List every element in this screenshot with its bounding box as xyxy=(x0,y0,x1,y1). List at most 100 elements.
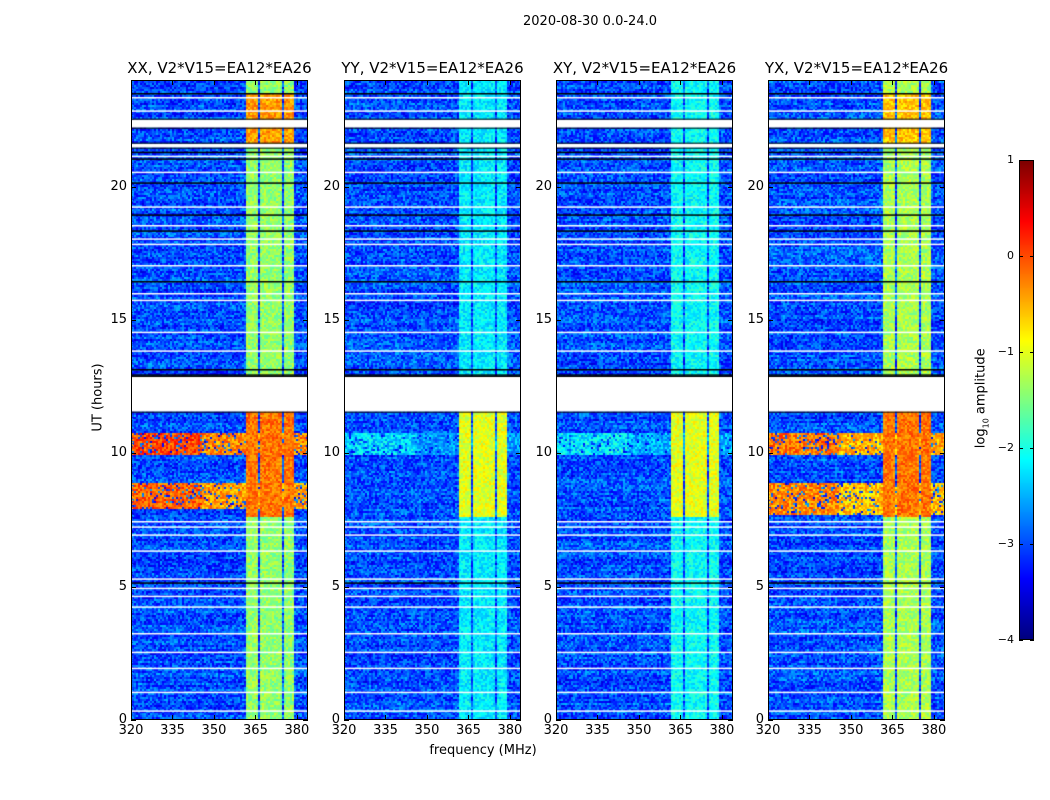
x-tick-mark xyxy=(850,715,852,720)
x-tick-label: 380 xyxy=(709,723,735,738)
y-tick-mark xyxy=(344,453,349,455)
y-tick-mark xyxy=(940,320,945,321)
y-tick-mark xyxy=(768,586,773,588)
y-tick-mark xyxy=(516,320,521,321)
x-tick-mark xyxy=(468,80,470,85)
x-tick-mark xyxy=(638,715,640,720)
colorbar-tick-label: −4 xyxy=(997,633,1014,646)
x-tick-mark xyxy=(768,80,769,85)
y-tick-mark xyxy=(344,586,349,588)
y-tick-label: 15 xyxy=(323,312,340,327)
x-tick-mark xyxy=(426,715,428,720)
y-tick-label: 0 xyxy=(755,712,764,727)
x-tick-mark xyxy=(721,715,723,720)
x-tick-label: 365 xyxy=(668,723,693,738)
y-tick-mark xyxy=(131,186,136,188)
y-tick-label: 0 xyxy=(331,712,340,727)
panel-title: YY, V2*V15=EA12*EA26 xyxy=(341,59,524,77)
y-tick-mark xyxy=(556,186,561,188)
y-tick-label: 20 xyxy=(535,178,552,194)
y-tick-label: 5 xyxy=(118,578,127,594)
y-axis-label: UT (hours) xyxy=(90,363,106,432)
x-tick-label: 350 xyxy=(201,723,227,738)
y-tick-mark xyxy=(131,720,136,721)
y-tick-mark xyxy=(940,186,945,188)
y-tick-label: 20 xyxy=(747,178,764,194)
y-tick-label: 20 xyxy=(323,178,340,194)
x-tick-mark xyxy=(426,80,428,85)
y-tick-mark xyxy=(131,586,136,588)
y-tick-mark xyxy=(556,320,561,321)
y-tick-mark xyxy=(940,453,945,455)
x-tick-mark xyxy=(468,715,470,720)
spectrogram-panel-3 xyxy=(768,80,945,720)
y-tick-label: 5 xyxy=(543,578,552,594)
x-tick-mark xyxy=(509,715,511,720)
x-tick-label: 350 xyxy=(414,723,440,738)
x-tick-mark xyxy=(344,80,345,85)
colorbar-tick-label: −3 xyxy=(997,537,1014,550)
y-tick-mark xyxy=(556,586,561,588)
colorbar-gradient xyxy=(1020,161,1033,639)
y-tick-mark xyxy=(728,453,733,455)
x-tick-mark xyxy=(131,715,132,720)
colorbar-tick-label: 0 xyxy=(1007,249,1014,262)
y-tick-mark xyxy=(516,186,521,188)
colorbar xyxy=(1019,160,1034,640)
spectrogram-image xyxy=(557,81,732,719)
x-tick-label: 365 xyxy=(456,723,481,738)
y-tick-mark xyxy=(728,586,733,588)
x-tick-mark xyxy=(296,80,298,85)
x-tick-label: 335 xyxy=(585,723,610,738)
y-tick-mark xyxy=(768,453,773,455)
x-tick-mark xyxy=(213,80,215,85)
x-tick-mark xyxy=(933,715,935,720)
x-tick-mark xyxy=(933,80,935,85)
y-tick-mark xyxy=(728,186,733,188)
colorbar-tick-mark xyxy=(1019,448,1023,449)
colorbar-tick-label: −1 xyxy=(997,345,1014,358)
y-tick-mark xyxy=(940,720,945,721)
x-tick-label: 320 xyxy=(331,723,357,738)
x-tick-mark xyxy=(809,715,811,720)
x-tick-label: 365 xyxy=(243,723,268,738)
y-tick-label: 0 xyxy=(543,712,552,727)
y-tick-label: 0 xyxy=(118,712,127,727)
y-tick-mark xyxy=(728,720,733,721)
x-tick-mark xyxy=(597,80,599,85)
colorbar-tick-mark xyxy=(1019,352,1023,353)
y-tick-label: 20 xyxy=(110,178,127,194)
x-tick-label: 320 xyxy=(755,723,781,738)
x-tick-mark xyxy=(255,80,257,85)
x-tick-mark xyxy=(509,80,511,85)
colorbar-tick-mark xyxy=(1030,544,1034,545)
x-tick-mark xyxy=(768,715,769,720)
colorbar-tick-mark xyxy=(1019,640,1023,641)
y-tick-label: 10 xyxy=(323,445,340,461)
x-tick-label: 335 xyxy=(373,723,398,738)
y-tick-label: 5 xyxy=(755,578,764,594)
x-tick-label: 365 xyxy=(880,723,905,738)
y-tick-mark xyxy=(516,720,521,721)
x-tick-mark xyxy=(172,715,174,720)
spectrogram-image xyxy=(345,81,520,719)
y-tick-mark xyxy=(303,586,308,588)
colorbar-label-sub: 10 xyxy=(981,418,991,429)
x-tick-mark xyxy=(255,715,257,720)
x-tick-mark xyxy=(556,80,557,85)
panel-title: XY, V2*V15=EA12*EA26 xyxy=(552,59,737,77)
spectrogram-image xyxy=(132,81,307,719)
y-tick-mark xyxy=(728,320,733,321)
x-tick-label: 350 xyxy=(626,723,652,738)
colorbar-tick-mark xyxy=(1019,160,1023,161)
x-tick-label: 350 xyxy=(838,723,864,738)
spectrogram-panel-2 xyxy=(556,80,733,720)
y-tick-mark xyxy=(768,320,773,321)
x-tick-mark xyxy=(892,715,894,720)
x-tick-mark xyxy=(721,80,723,85)
y-tick-mark xyxy=(768,186,773,188)
x-tick-mark xyxy=(597,715,599,720)
y-tick-mark xyxy=(131,453,136,455)
x-tick-mark xyxy=(680,80,682,85)
